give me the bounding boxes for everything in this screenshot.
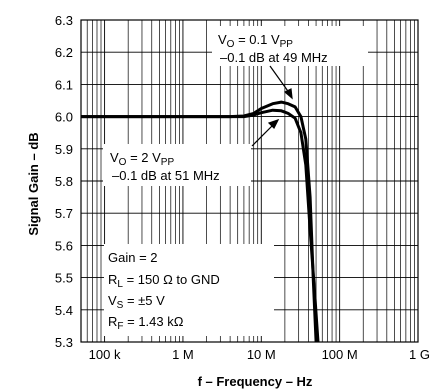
x-tick-label: 100 M <box>322 347 358 362</box>
y-tick-labels: 6.3 6.2 6.1 6.0 5.9 5.8 5.7 5.6 5.5 5.4 5.3 <box>55 13 73 350</box>
x-tick-label: 10 M <box>247 347 276 362</box>
y-tick-label: 6.2 <box>55 45 73 60</box>
annotation-box-1 <box>212 26 368 66</box>
condition-vs: VS = ±5 V <box>108 293 165 311</box>
condition-rl: RL = 150 Ω to GND <box>108 272 220 290</box>
series-line-2 <box>81 108 320 343</box>
arrow-2-head <box>267 118 280 130</box>
y-tick-label: 5.6 <box>55 238 73 253</box>
x-tick-label: 1 M <box>172 347 194 362</box>
arrow-2-line <box>251 123 275 147</box>
arrow-1-line <box>269 65 291 95</box>
y-tick-label: 5.8 <box>55 174 73 189</box>
annotation-2-line1: VO = 2 VPP <box>110 150 174 168</box>
annotation-box-2 <box>103 144 251 186</box>
annotation-1-line2: –0.1 dB at 49 MHz <box>220 50 328 65</box>
y-tick-label: 5.7 <box>55 206 73 221</box>
annotation-1-line1: VO = 0.1 VPP <box>218 32 293 50</box>
x-tick-label: 1 G <box>409 347 430 362</box>
y-axis-title: Signal Gain – dB <box>26 132 41 235</box>
condition-rf: RF = 1.43 kΩ <box>108 314 184 332</box>
y-tick-label: 6.3 <box>55 13 73 28</box>
annotation-2-line2: –0.1 dB at 51 MHz <box>112 168 220 183</box>
y-tick-label: 5.9 <box>55 142 73 157</box>
y-tick-label: 5.5 <box>55 271 73 286</box>
x-tick-label: 100 k <box>89 347 121 362</box>
x-axis-title: f – Frequency – Hz <box>198 374 313 389</box>
y-tick-label: 6.0 <box>55 110 73 125</box>
x-tick-labels: 100 k 1 M 10 M 100 M 1 G <box>89 347 430 362</box>
conditions-box <box>104 244 274 336</box>
curves <box>81 100 320 343</box>
plot-frame <box>80 19 419 343</box>
arrow-1-head <box>283 88 293 100</box>
y-tick-label: 5.4 <box>55 303 73 318</box>
annotation-arrows <box>251 65 293 147</box>
y-tick-label: 6.1 <box>55 77 73 92</box>
condition-gain: Gain = 2 <box>108 250 158 265</box>
y-tick-label: 5.3 <box>55 335 73 350</box>
plot-border <box>80 19 419 343</box>
